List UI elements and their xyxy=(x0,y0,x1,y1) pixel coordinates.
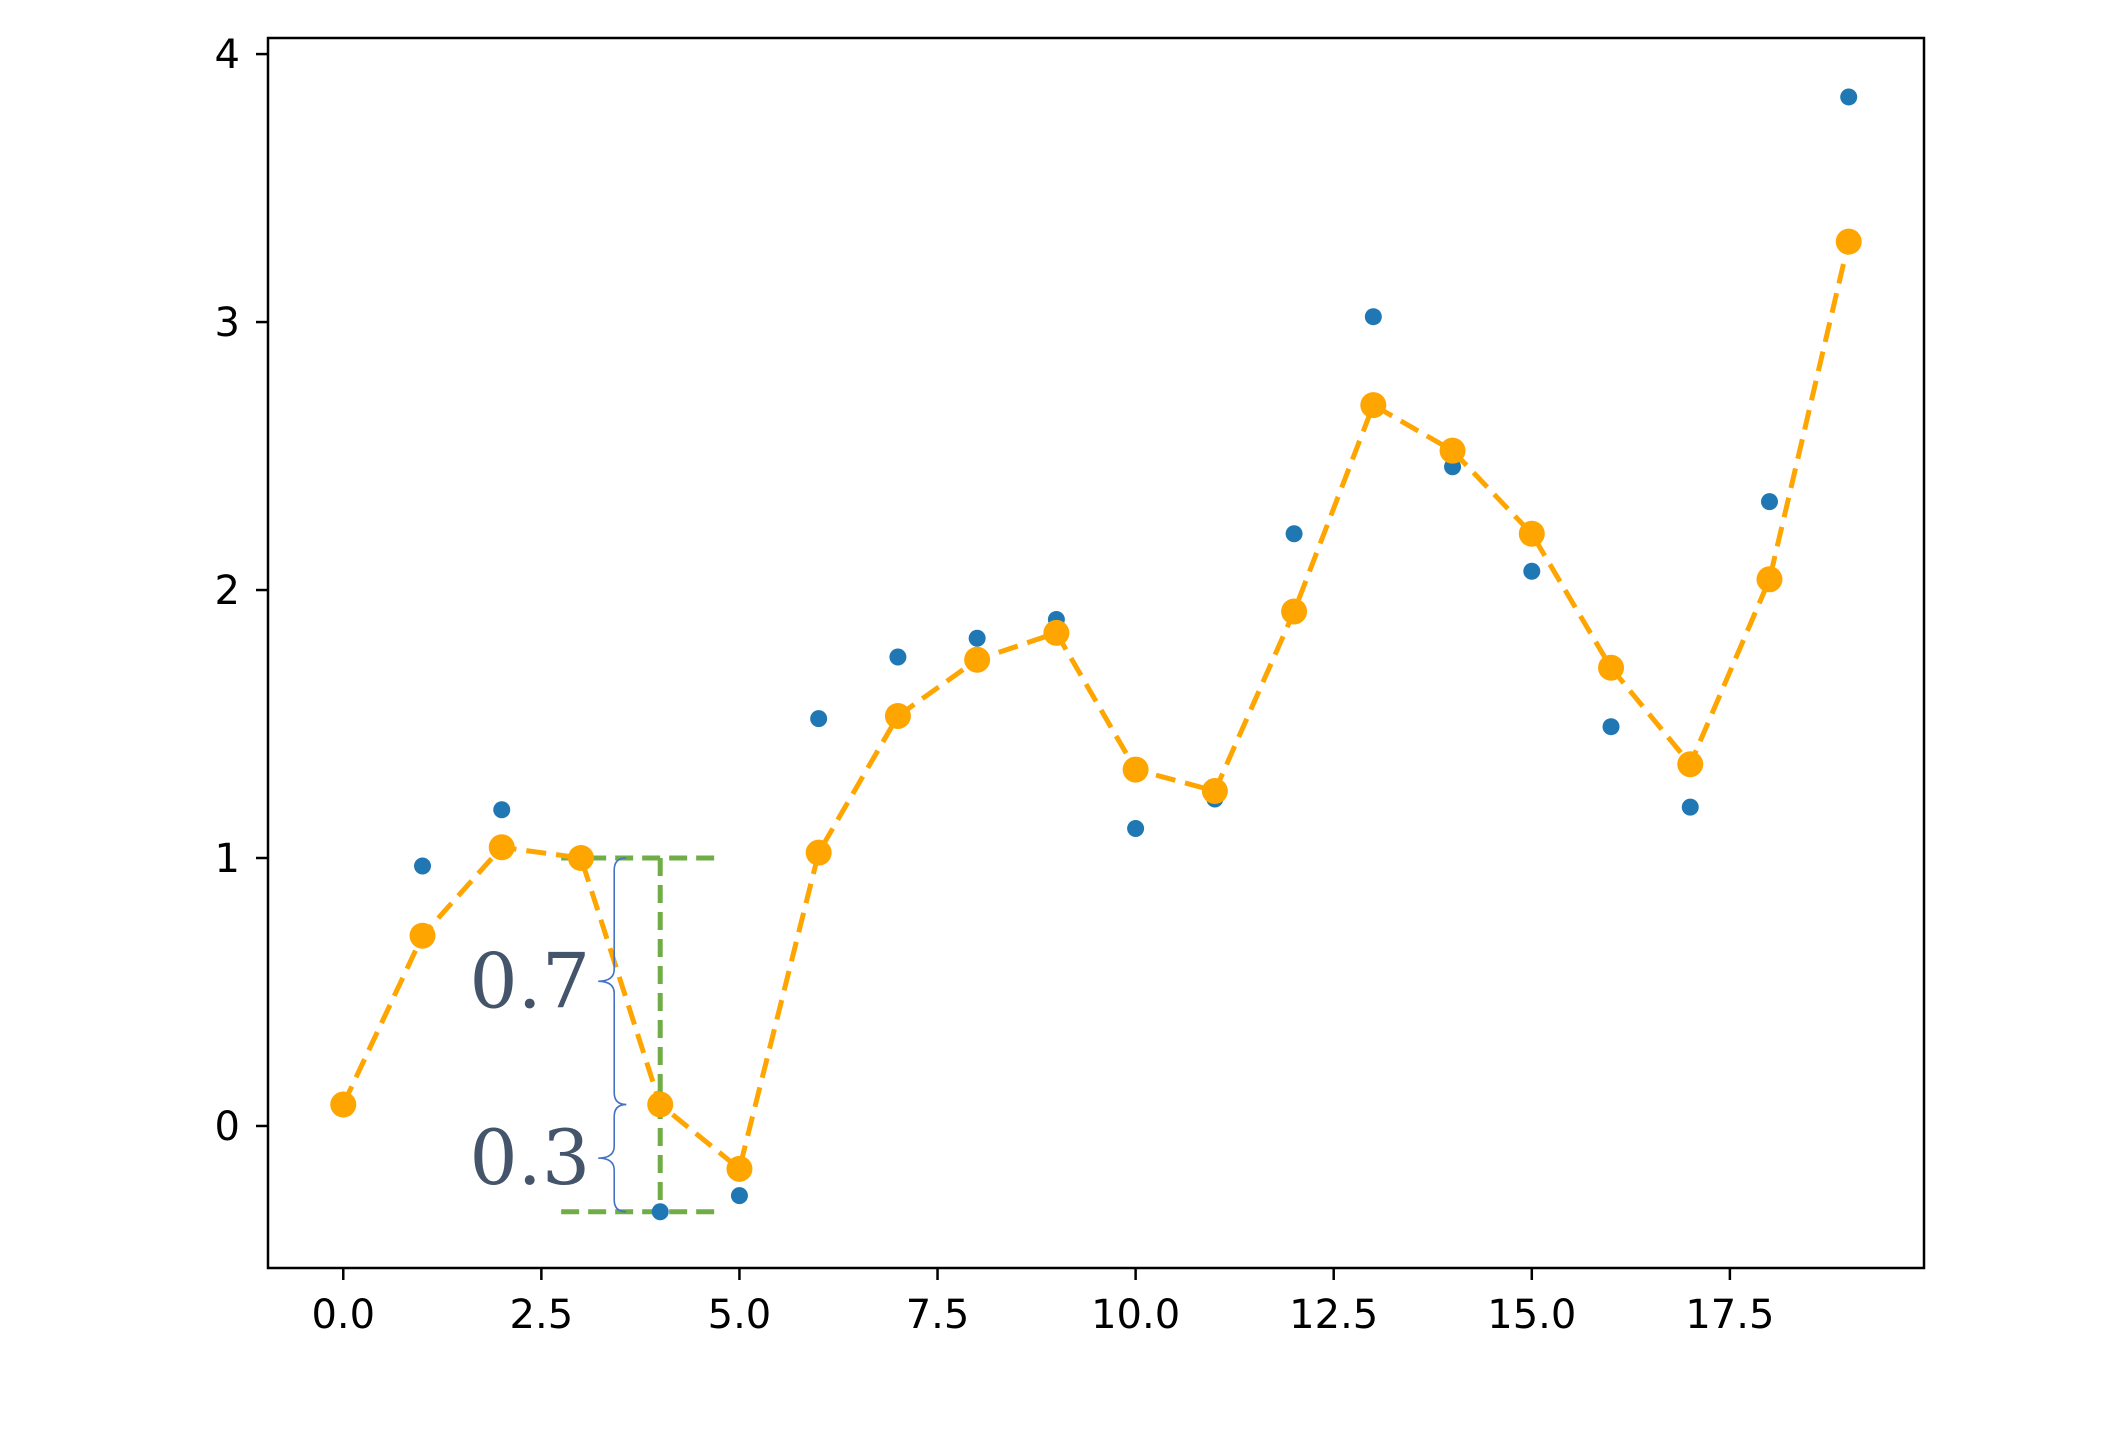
scatter-point-0-8 xyxy=(968,629,986,647)
line-marker-1-3 xyxy=(567,845,594,871)
line-marker-1-4 xyxy=(647,1091,674,1118)
line-marker-1-15 xyxy=(1518,520,1545,547)
y-tick-label-3: 3 xyxy=(215,300,240,346)
y-tick-label-1: 1 xyxy=(215,836,240,882)
annotation-label-lower: 0.3 xyxy=(469,1113,590,1202)
line-marker-1-17 xyxy=(1677,751,1704,778)
scatter-point-0-6 xyxy=(810,710,828,728)
x-tick-label-7: 17.5 xyxy=(1685,1292,1774,1338)
line-marker-1-19 xyxy=(1835,228,1862,255)
scatter-point-0-19 xyxy=(1840,88,1858,106)
x-tick-label-5: 12.5 xyxy=(1289,1292,1378,1338)
annotation-brace-lower xyxy=(598,1103,627,1213)
annotation-guides xyxy=(561,855,720,1215)
line-marker-1-7 xyxy=(884,702,911,729)
line-marker-1-6 xyxy=(805,839,832,866)
line-marker-1-18 xyxy=(1756,566,1783,593)
line-marker-1-2 xyxy=(488,834,515,861)
line-marker-1-14 xyxy=(1439,437,1466,464)
line-marker-1-8 xyxy=(964,646,991,673)
annotation-brace-upper xyxy=(598,857,627,1106)
x-tick-label-6: 15.0 xyxy=(1487,1292,1576,1338)
annotation-label-upper: 0.7 xyxy=(469,936,590,1025)
y-tick-label-4: 4 xyxy=(215,32,240,78)
scatter-point-0-18 xyxy=(1760,493,1778,511)
line-marker-1-11 xyxy=(1201,778,1228,805)
scatter-point-0-5 xyxy=(730,1187,748,1205)
scatter-point-0-1 xyxy=(414,857,432,875)
line-marker-1-0 xyxy=(330,1091,357,1118)
x-tick-label-1: 2.5 xyxy=(510,1292,574,1338)
scatter-point-0-13 xyxy=(1364,308,1382,326)
scatter-point-0-16 xyxy=(1602,718,1620,736)
x-tick-label-2: 5.0 xyxy=(708,1292,772,1338)
line-marker-1-5 xyxy=(726,1155,753,1182)
scatter-point-0-17 xyxy=(1681,798,1699,816)
series-line-1 xyxy=(341,241,1852,1172)
x-tick-label-3: 7.5 xyxy=(906,1292,970,1338)
annotation-braces: 0.7 0.3 xyxy=(469,857,627,1213)
line-marker-1-12 xyxy=(1281,598,1308,625)
line-marker-1-16 xyxy=(1598,654,1625,681)
scatter-point-0-4 xyxy=(651,1203,669,1221)
x-tick-label-0: 0.0 xyxy=(311,1292,375,1338)
plot-series xyxy=(330,88,1862,1221)
line-marker-1-13 xyxy=(1360,392,1387,419)
axes: 0.0 2.5 5.0 7.5 10.0 12.5 15.0 17.5 0 1 2 3 4 xyxy=(215,32,1926,1338)
line-marker-1-9 xyxy=(1043,619,1070,646)
scatter-point-0-7 xyxy=(889,648,907,666)
y-tick-label-2: 2 xyxy=(215,568,240,614)
y-tick-label-0: 0 xyxy=(215,1104,240,1150)
line-marker-1-1 xyxy=(409,922,436,949)
scatter-point-0-15 xyxy=(1523,562,1541,580)
x-tick-label-4: 10.0 xyxy=(1091,1292,1180,1338)
scatter-point-0-12 xyxy=(1285,525,1303,543)
scatter-point-0-2 xyxy=(493,801,511,819)
scatter-point-0-10 xyxy=(1127,820,1145,838)
line-marker-1-10 xyxy=(1122,756,1149,783)
plot-frame xyxy=(266,36,1926,1270)
